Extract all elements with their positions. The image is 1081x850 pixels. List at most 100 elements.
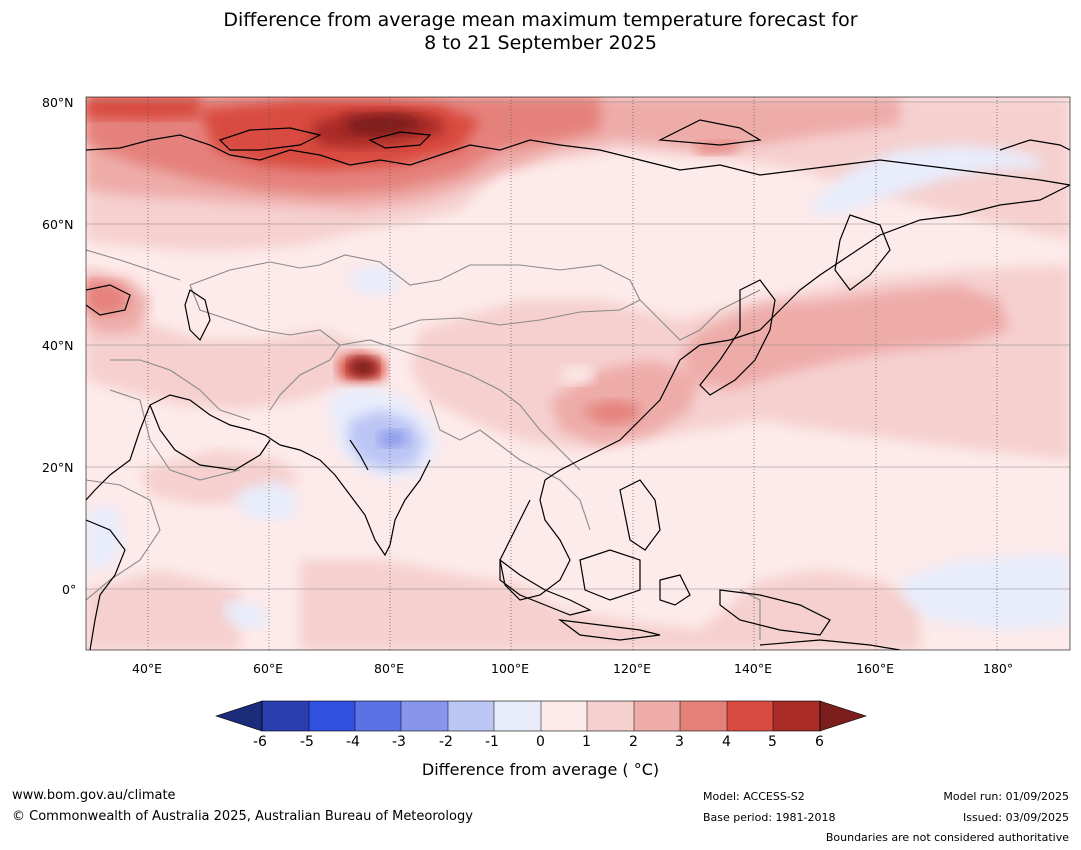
europe-border	[86, 249, 181, 281]
mongolia-cool-patch	[345, 265, 400, 295]
legend-tick-7: 1	[582, 734, 591, 750]
arabian-sea-cool-patch	[235, 480, 300, 520]
longitude-gridlines	[147, 97, 998, 650]
japan-coast	[699, 279, 776, 396]
lon-label-60e: 60°E	[253, 661, 284, 676]
japan-warm-patch	[680, 285, 1010, 390]
china-east-coast	[544, 329, 761, 481]
barents-very-hot	[86, 97, 200, 120]
horn-africa-cool-patch	[86, 505, 125, 570]
southeast-asia-border	[429, 399, 591, 531]
legend-tick-4: -2	[439, 734, 453, 750]
legend-swatch-8	[587, 701, 634, 731]
legend-tick-6: 0	[536, 734, 545, 750]
legend-tick-12: 6	[815, 734, 824, 750]
coastlines	[86, 119, 1070, 650]
base-period: Base period: 1981-2018	[703, 811, 836, 824]
indochina-coast	[499, 479, 571, 601]
country-boundaries	[86, 249, 761, 640]
karakoram-extreme-core	[348, 357, 378, 378]
arabia-border	[109, 389, 241, 481]
legend-swatch-9	[634, 701, 680, 731]
india-coast	[279, 444, 431, 557]
east-africa-coast	[86, 519, 126, 650]
legend-swatch-11	[727, 701, 773, 731]
model-run-date: Model run: 01/09/2025	[943, 790, 1069, 803]
legend-tick-3: -3	[392, 734, 406, 750]
borneo-coast	[579, 549, 641, 601]
novaya-zemlya-coast	[218, 127, 322, 151]
title-line-2: 8 to 21 September 2025	[424, 32, 657, 54]
legend-tick-11: 5	[768, 734, 777, 750]
sumatra-coast	[499, 558, 592, 616]
caspian-sea-coast	[184, 289, 211, 342]
sulawesi-coast	[659, 574, 691, 606]
middle-east-border	[110, 359, 251, 421]
lon-label-180: 180°	[983, 661, 1014, 676]
legend-arrow-low	[215, 700, 263, 732]
legend-swatch-4	[401, 701, 448, 731]
lat-label-0: 0°	[62, 582, 77, 597]
lat-label-60n: 60°N	[42, 217, 74, 232]
map-title: Difference from average mean maximum tem…	[0, 9, 1081, 55]
legend-tick-5: -1	[485, 734, 499, 750]
arabia-persia-coast	[86, 394, 281, 501]
boundaries-disclaimer: Boundaries are not considered authoritat…	[825, 831, 1069, 844]
lon-label-140e: 140°E	[734, 661, 773, 676]
legend-swatch-7	[541, 701, 587, 731]
equatorial-warm-band	[300, 560, 920, 650]
issued-date: Issued: 03/09/2025	[962, 811, 1069, 824]
model-name: Model: ACCESS-S2	[703, 790, 805, 803]
lon-label-160e: 160°E	[856, 661, 895, 676]
map-frame	[85, 96, 1071, 651]
legend-swatch-12	[773, 701, 820, 731]
lat-label-80n: 80°N	[42, 95, 74, 110]
black-sea-coast	[86, 284, 131, 316]
africa-warm-patch	[86, 570, 240, 650]
latitude-gridlines	[86, 101, 1070, 590]
philippines-coast	[619, 479, 661, 551]
lon-label-100e: 100°E	[491, 661, 530, 676]
yangtze-hot-spot	[580, 400, 640, 425]
legend-swatch-6	[494, 701, 541, 731]
legend-tick-9: 3	[675, 734, 684, 750]
wrangel-coast	[999, 139, 1070, 151]
legend-swatch-1	[262, 701, 309, 731]
lon-label-40e: 40°E	[132, 661, 163, 676]
africa-border	[86, 479, 161, 601]
legend-tick-0: -6	[253, 734, 267, 750]
ukraine-hot-spot	[86, 280, 130, 315]
kamchatka-coast	[834, 214, 891, 291]
legend-tick-1: -5	[300, 734, 314, 750]
legend-arrow-high	[819, 700, 867, 732]
legend-tick-10: 4	[722, 734, 731, 750]
bering-cool-patch	[810, 145, 1040, 215]
india-cool-core	[378, 430, 410, 447]
legend-swatch-2	[309, 701, 355, 731]
title-line-1: Difference from average mean maximum tem…	[223, 9, 858, 31]
legend-tick-2: -4	[346, 734, 360, 750]
lon-label-80e: 80°E	[374, 661, 405, 676]
legend-tick-8: 2	[629, 734, 638, 750]
pacific-cool-patch	[900, 555, 1070, 630]
copyright-text: © Commonwealth of Australia 2025, Austra…	[12, 809, 473, 824]
central-asia-northern-border	[189, 254, 641, 331]
sri-lanka-coast	[349, 439, 369, 471]
lon-label-120e: 120°E	[613, 661, 652, 676]
new-siberian-islands-coast	[657, 119, 762, 146]
legend-swatch-5	[448, 701, 494, 731]
bom-url[interactable]: www.bom.gov.au/climate	[12, 788, 176, 803]
caspian-iran-border	[189, 284, 341, 411]
bering-okhotsk-coast	[759, 184, 1070, 331]
china-neutral-spot	[560, 365, 595, 385]
severnaya-zemlya-coast	[368, 131, 432, 149]
lat-label-40n: 40°N	[42, 338, 74, 353]
arabian-peninsula-coast	[149, 404, 271, 471]
arctic-coast	[86, 134, 1070, 186]
taymyr-extreme-core	[345, 114, 420, 135]
australia-north-coast	[759, 639, 901, 650]
legend-title: Difference from average ( °C)	[421, 760, 660, 779]
middle-east-warm-band	[86, 320, 380, 410]
lat-label-20n: 20°N	[42, 460, 74, 475]
